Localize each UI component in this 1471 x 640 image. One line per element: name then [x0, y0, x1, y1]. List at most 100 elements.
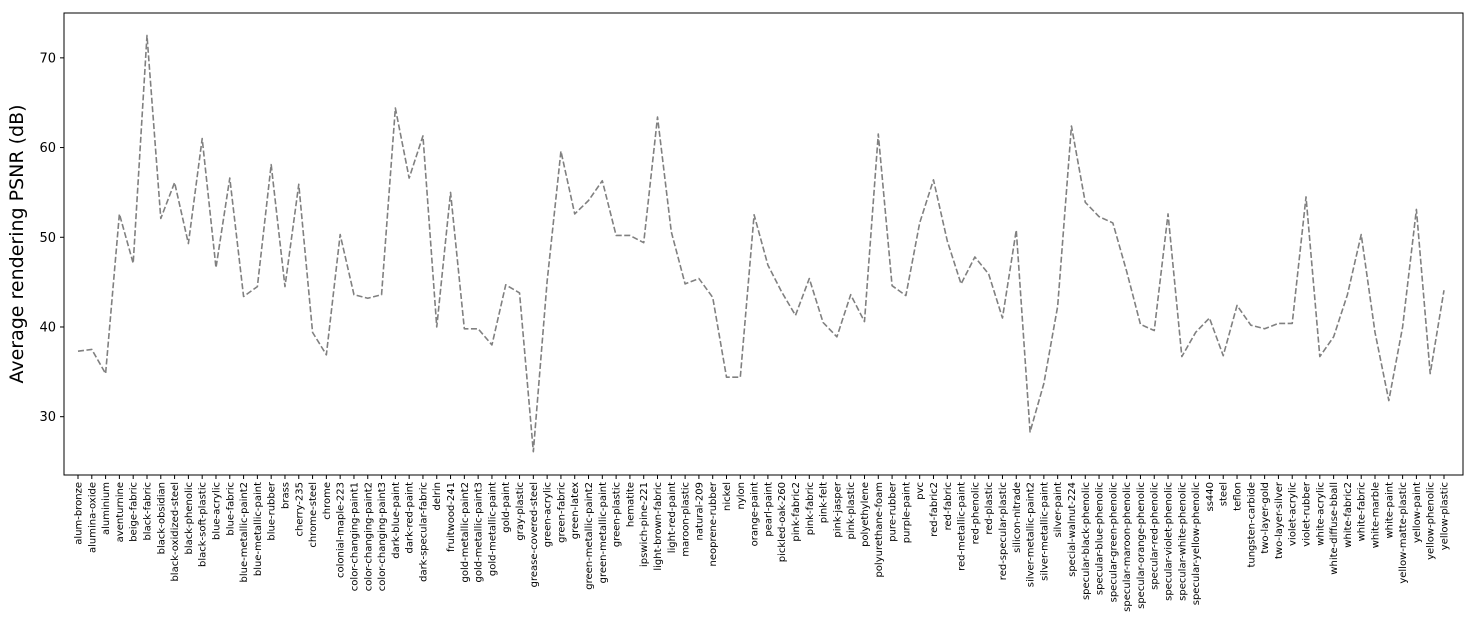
- x-tick-label: specular-blue-phenolic: [1095, 482, 1106, 595]
- x-tick-label: tungsten-carbide: [1246, 482, 1257, 568]
- x-tick-label: alumina-oxide: [87, 482, 98, 553]
- x-tick-label: green-acrylic: [543, 482, 554, 547]
- x-tick-label: gold-metallic-paint3: [474, 482, 485, 582]
- x-tick-label: gold-metallic-paint2: [460, 482, 471, 582]
- x-tick-label: dark-specular-fabric: [418, 482, 429, 582]
- x-tick-label: aluminium: [101, 482, 112, 535]
- x-tick-label: pink-jasper: [832, 481, 843, 537]
- x-tick-label: color-changing-paint2: [363, 482, 374, 591]
- x-tick-label: black-obsidian: [156, 482, 167, 554]
- x-tick-label: two-layer-silver: [1274, 481, 1285, 559]
- x-tick-label: green-latex: [570, 482, 581, 539]
- x-tick-label: yellow-plastic: [1440, 482, 1451, 550]
- x-tick-label: yellow-paint: [1412, 482, 1423, 543]
- x-tick-label: white-marble: [1371, 482, 1382, 548]
- x-tick-label: chrome-steel: [308, 482, 319, 548]
- x-tick-label: silicon-nitrade: [1012, 482, 1023, 553]
- x-tick-label: teflon: [1233, 482, 1244, 511]
- x-tick-label: green-fabric: [556, 482, 567, 543]
- x-tick-label: neoprene-rubber: [708, 481, 719, 566]
- x-tick-label: white-fabric: [1357, 482, 1368, 541]
- x-tick-label: pickled-oak-260: [777, 482, 788, 562]
- x-tick-label: polyethylene: [860, 482, 871, 547]
- x-tick-label: specular-red-phenolic: [1150, 482, 1161, 590]
- x-tick-label: green-metallic-paint: [598, 482, 609, 583]
- x-tick-label: silver-metallic-paint2: [1026, 482, 1037, 587]
- x-tick-label: nylon: [736, 482, 747, 510]
- x-tick-label: red-plastic: [984, 482, 995, 535]
- x-tick-label: violet-acrylic: [1288, 482, 1299, 546]
- x-tick-label: nickel: [722, 482, 733, 511]
- x-tick-label: brass: [280, 482, 291, 509]
- y-axis-label: Average rendering PSNR (dB): [6, 104, 28, 383]
- x-tick-label: pink-fabric: [805, 482, 816, 535]
- x-tick-label: natural-209: [694, 482, 705, 540]
- x-tick-label: red-fabric: [943, 482, 954, 530]
- x-tick-label: red-fabric2: [929, 482, 940, 537]
- x-tick-label: color-changing-paint3: [377, 482, 388, 591]
- x-tick-label: light-brown-fabric: [653, 482, 664, 571]
- x-tick-label: white-diffuse-bball: [1329, 482, 1340, 575]
- x-tick-label: pink-fabric2: [791, 482, 802, 542]
- x-tick-label: pink-plastic: [846, 482, 857, 540]
- x-tick-label: blue-metallic-paint2: [239, 482, 250, 582]
- x-tick-label: gold-metallic-paint: [487, 482, 498, 576]
- x-tick-label: aventurnine: [115, 482, 126, 542]
- x-tick-label: cherry-235: [294, 482, 305, 536]
- x-tick-label: black-soft-plastic: [198, 482, 209, 567]
- x-tick-label: green-metallic-paint2: [584, 482, 595, 590]
- x-tick-label: chrome: [322, 482, 333, 520]
- x-tick-label: maroon-plastic: [681, 482, 692, 557]
- y-tick-label: 40: [39, 320, 56, 335]
- x-tick-label: color-changing-paint1: [349, 482, 360, 591]
- x-tick-label: hematite: [625, 482, 636, 527]
- x-tick-label: ss440: [1205, 482, 1216, 512]
- x-tick-label: specular-green-phenolic: [1108, 482, 1119, 602]
- x-tick-label: black-fabric: [142, 482, 153, 541]
- x-tick-label: orange-paint: [750, 482, 761, 546]
- x-tick-label: white-fabric2: [1343, 482, 1354, 548]
- x-tick-label: white-acrylic: [1315, 482, 1326, 546]
- y-tick-label: 60: [39, 141, 56, 156]
- x-tick-label: pure-rubber: [888, 481, 899, 542]
- x-tick-label: steel: [1219, 482, 1230, 506]
- x-tick-label: blue-acrylic: [211, 482, 222, 540]
- x-tick-label: colonial-maple-223: [336, 482, 347, 578]
- x-tick-label: white-paint: [1384, 482, 1395, 539]
- x-tick-label: blue-fabric: [225, 482, 236, 536]
- x-tick-label: black-phenolic: [184, 482, 195, 555]
- x-tick-label: silver-metallic-paint: [1039, 482, 1050, 581]
- x-tick-label: gray-plastic: [515, 482, 526, 541]
- x-tick-label: silver-paint: [1053, 482, 1064, 538]
- x-tick-label: specular-orange-phenolic: [1136, 482, 1147, 609]
- x-tick-label: two-layer-gold: [1260, 482, 1271, 554]
- x-tick-label: purple-paint: [901, 482, 912, 543]
- x-tick-label: black-oxidized-steel: [170, 482, 181, 582]
- x-tick-label: grease-covered-steel: [529, 482, 540, 587]
- x-tick-label: specular-yellow-phenolic: [1191, 482, 1202, 605]
- x-tick-label: delrin: [432, 482, 443, 511]
- x-tick-label: special-walnut-224: [1067, 482, 1078, 577]
- x-tick-label: yellow-matte-plastic: [1398, 482, 1409, 584]
- plot-frame: [63, 12, 1464, 476]
- x-tick-label: polyurethane-foam: [874, 482, 885, 578]
- x-tick-label: blue-rubber: [267, 481, 278, 541]
- x-tick-label: gold-paint: [501, 482, 512, 533]
- y-tick-label: 50: [39, 231, 56, 246]
- x-tick-label: alum-bronze: [74, 482, 85, 545]
- x-tick-label: ipswich-pine-221: [639, 482, 650, 567]
- x-tick-label: violet-rubber: [1302, 481, 1313, 547]
- x-tick-label: red-metallic-paint: [957, 482, 968, 571]
- x-tick-label: pink-felt: [819, 482, 830, 523]
- x-tick-label: red-phenolic: [970, 482, 981, 544]
- x-tick-label: pvc: [915, 482, 926, 500]
- x-tick-label: green-plastic: [612, 482, 623, 547]
- x-tick-label: specular-white-phenolic: [1177, 482, 1188, 601]
- y-tick-label: 30: [39, 410, 56, 425]
- x-tick-label: pearl-paint: [763, 482, 774, 537]
- x-tick-label: dark-red-paint: [405, 482, 416, 554]
- x-tick-label: dark-blue-paint: [391, 482, 402, 559]
- x-tick-label: beige-fabric: [129, 482, 140, 542]
